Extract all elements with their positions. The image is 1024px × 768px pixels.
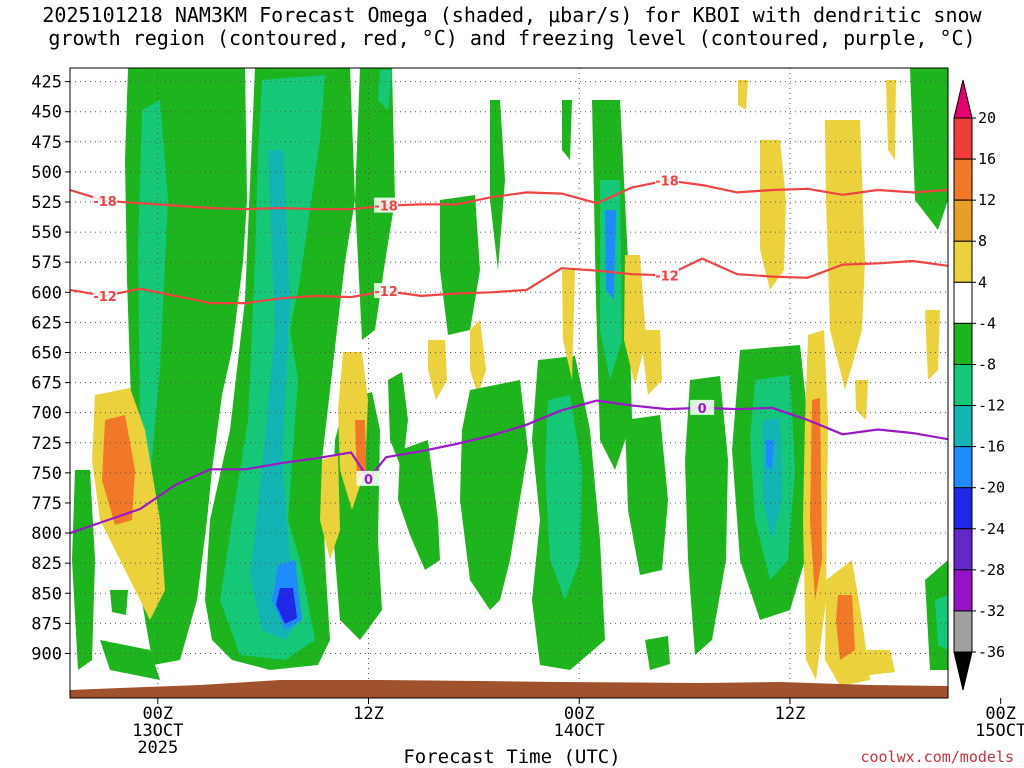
y-tick-label: 475	[31, 133, 62, 153]
y-tick-label: 875	[31, 614, 62, 634]
y-tick-label: 750	[31, 464, 62, 484]
contour-label: -18	[374, 200, 398, 215]
chart-title: 2025101218 NAM3KM Forecast Omega (shaded…	[0, 4, 1024, 50]
contour-label: -12	[655, 269, 679, 284]
colorbar-bin	[953, 528, 973, 571]
colorbar-label: 20	[978, 109, 996, 127]
contour-label-bg	[356, 470, 381, 486]
colorbar-bin	[953, 79, 973, 119]
colorbar-bin	[953, 240, 973, 283]
colorbar-bin	[953, 281, 973, 324]
contour-label-bg	[93, 192, 118, 208]
x-tick-label: 14OCT	[554, 721, 605, 741]
colorbar-bin	[953, 117, 973, 160]
colorbar-bin	[953, 610, 973, 653]
y-tick-label: 900	[31, 644, 62, 664]
x-tick-label: 12Z	[353, 704, 384, 724]
credit-link[interactable]: coolwx.com/models	[860, 748, 1014, 766]
x-tick-label: 13OCT	[132, 721, 183, 741]
contour-label: 0	[698, 402, 707, 417]
y-tick-label: 675	[31, 374, 62, 394]
y-axis: 425 450 475 500 525 550 575 600 625 650 675 700 725 7…	[31, 73, 70, 664]
colorbar-bin	[953, 199, 973, 242]
x-tick-label: 2025	[137, 738, 178, 758]
y-tick-label: 425	[31, 73, 62, 93]
contour-lines: -18 -18 -18 -12 -12 -12 0 0	[70, 172, 948, 535]
chart-title-line2: growth region (contoured, red, °C) and f…	[48, 26, 976, 50]
y-tick-label: 625	[31, 313, 62, 333]
contour-label-bg	[655, 267, 680, 283]
contour-label-bg	[93, 287, 118, 303]
y-tick-label: 575	[31, 253, 62, 273]
x-tick-label: 12Z	[775, 704, 806, 724]
y-tick-label: 825	[31, 554, 62, 574]
colorbar-bin	[953, 651, 973, 691]
colorbar: 20 16 12 8 4 -4 -8 -12 -16 -20 -24 -28 -32 -36	[953, 79, 1005, 691]
terrain	[70, 680, 948, 698]
contour-line	[70, 257, 948, 305]
y-tick-label: 775	[31, 494, 62, 514]
colorbar-label: -20	[978, 479, 1005, 497]
x-tick-label: 00Z	[142, 704, 173, 724]
colorbar-label: -4	[978, 314, 996, 332]
colorbar-label: 8	[978, 232, 987, 250]
contour-label-bg	[374, 197, 399, 213]
x-tick-label: 00Z	[985, 704, 1016, 724]
colorbar-label: 4	[978, 273, 987, 291]
colorbar-label: -28	[978, 561, 1005, 579]
contour-line	[70, 179, 948, 211]
y-tick-label: 525	[31, 193, 62, 213]
y-tick-label: 600	[31, 283, 62, 303]
colorbar-bin	[953, 446, 973, 489]
contour-label: -18	[93, 195, 117, 210]
y-tick-label: 850	[31, 584, 62, 604]
colorbar-bin	[953, 158, 973, 201]
contour-label-bg	[690, 399, 715, 415]
colorbar-label: -12	[978, 397, 1005, 415]
colorbar-label: -16	[978, 438, 1005, 456]
contour-line	[70, 399, 948, 535]
plot-grid	[70, 68, 948, 698]
colorbar-bin	[953, 405, 973, 448]
y-tick-label: 450	[31, 103, 62, 123]
colorbar-bin	[953, 487, 973, 530]
colorbar-label: 12	[978, 191, 996, 209]
x-tick-label: 00Z	[564, 704, 595, 724]
y-tick-label: 550	[31, 223, 62, 243]
y-tick-label: 650	[31, 343, 62, 363]
y-tick-label: 500	[31, 163, 62, 183]
omega-shading	[72, 68, 948, 686]
colorbar-label: 16	[978, 150, 996, 168]
colorbar-bin	[953, 322, 973, 365]
contour-label: -18	[655, 174, 679, 189]
y-tick-label: 800	[31, 524, 62, 544]
contour-label: -12	[374, 285, 398, 300]
colorbar-label: -8	[978, 355, 996, 373]
colorbar-bin	[953, 569, 973, 612]
contour-label-bg	[655, 172, 680, 188]
colorbar-label: -24	[978, 520, 1005, 538]
colorbar-label: -36	[978, 643, 1005, 661]
contour-label-bg	[374, 283, 399, 299]
colorbar-label: -32	[978, 602, 1005, 620]
contour-label: -12	[93, 290, 117, 305]
x-tick-label: 15OCT	[975, 721, 1024, 741]
chart-title-line1: 2025101218 NAM3KM Forecast Omega (shaded…	[42, 3, 982, 27]
y-tick-label: 700	[31, 404, 62, 424]
contour-label: 0	[364, 473, 373, 488]
x-axis-label: Forecast Time (UTC)	[403, 746, 621, 768]
y-tick-label: 725	[31, 434, 62, 454]
colorbar-bin	[953, 363, 973, 407]
